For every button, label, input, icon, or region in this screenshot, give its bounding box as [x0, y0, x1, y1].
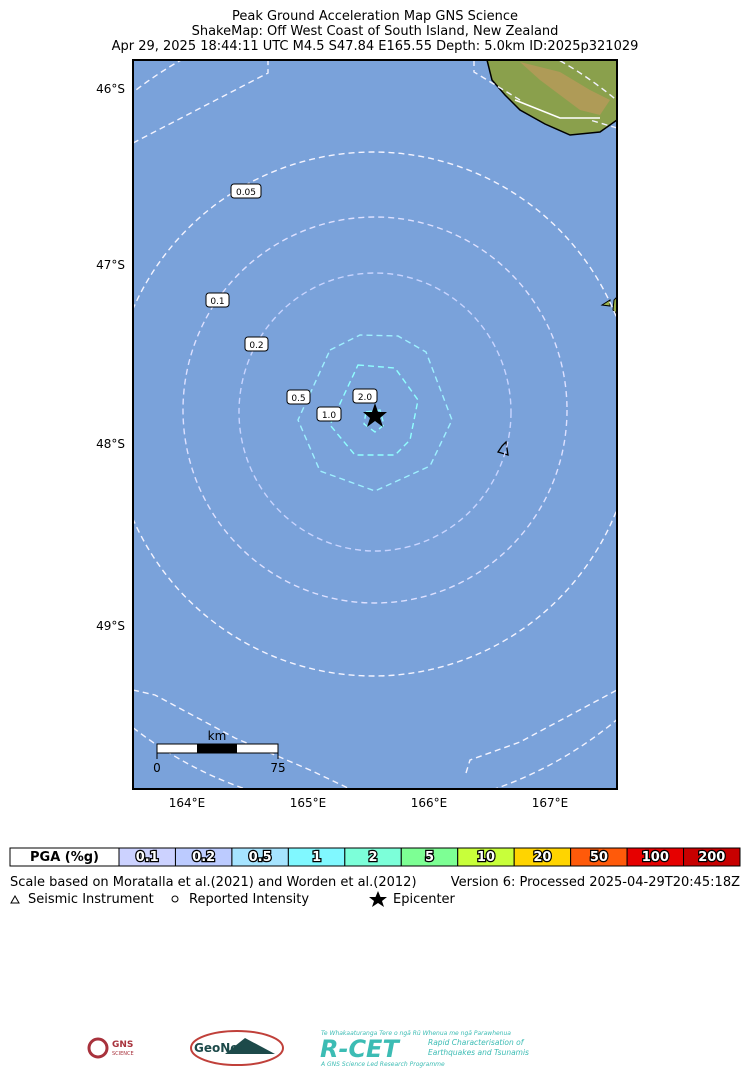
map-frame: [132, 59, 618, 790]
lat-label: 48°S: [96, 437, 125, 451]
lon-label: 167°E: [532, 796, 569, 810]
reported-intensity: Reported Intensity: [189, 892, 309, 907]
legend-label: 200: [698, 850, 725, 865]
legend-label: 100: [642, 850, 669, 865]
rcet-line: Rapid Characterisation of: [428, 1038, 525, 1047]
lat-label: 46°S: [96, 82, 125, 96]
title: ShakeMap: Off West Coast of South Island…: [192, 24, 559, 39]
title: Peak Ground Acceleration Map GNS Science: [232, 9, 518, 24]
geonet-logo: GeoNet: [194, 1041, 244, 1055]
legend-label: 0.5: [249, 850, 272, 865]
map-area: [133, 60, 617, 789]
legend-label: 10: [477, 850, 495, 865]
gns-logo-sub: SCIENCE: [112, 1051, 134, 1057]
scale-start: 0: [153, 761, 161, 775]
contour-label: 0.2: [249, 341, 263, 351]
contour-label: 0.1: [210, 297, 224, 307]
epicenter-star: [363, 403, 387, 427]
contour-label: 1.0: [322, 411, 337, 421]
legend-label: 0.2: [192, 850, 215, 865]
legend-label: 1: [312, 850, 321, 865]
scale-note: Scale based on Moratalla et al.(2021) an…: [10, 875, 417, 890]
legend-label: 0.1: [136, 850, 159, 865]
lon-label: 165°E: [290, 796, 327, 810]
legend-label: 2: [369, 850, 378, 865]
legend-label: 50: [590, 850, 608, 865]
legend-cell: [683, 847, 741, 867]
lon-label: 166°E: [411, 796, 448, 810]
scale-bar: km 0 75: [153, 729, 285, 775]
legend-title: PGA (%g): [30, 850, 99, 865]
contour-label: 0.5: [291, 394, 305, 404]
gns-logo: GNS: [112, 1040, 133, 1050]
rcet-line: Earthquakes and Tsunamis: [428, 1048, 529, 1057]
rcet-logo: R-CET: [320, 1035, 400, 1063]
lat-label: 47°S: [96, 258, 125, 272]
lat-label: 49°S: [96, 619, 125, 633]
legend-label: 5: [425, 850, 434, 865]
title: Apr 29, 2025 18:44:11 UTC M4.5 S47.84 E1…: [112, 39, 639, 54]
scale-unit: km: [208, 729, 227, 743]
version: Version 6: Processed 2025-04-29T20:45:18…: [451, 875, 740, 890]
contour-label: 0.05: [236, 188, 256, 198]
rcet-maori: Te Whakaaturanga Tere o ngā Rū Whenua me…: [321, 1030, 511, 1037]
scale-end: 75: [270, 761, 285, 775]
legend-label: 20: [533, 850, 551, 865]
lon-label: 164°E: [169, 796, 206, 810]
seismic-instrument: Seismic Instrument: [28, 892, 154, 907]
legend: PGA (%g) 0.1 0.2 0.5 1 2 5 10 20 50 100 200: [9, 847, 741, 867]
rcet-foot: A GNS Science Led Research Programme: [320, 1061, 445, 1068]
logos: GNS SCIENCE GeoNet Te Whakaaturanga Tere…: [87, 1030, 529, 1068]
epicenter-label: Epicenter: [393, 892, 456, 907]
contour-label: 2.0: [358, 393, 373, 403]
